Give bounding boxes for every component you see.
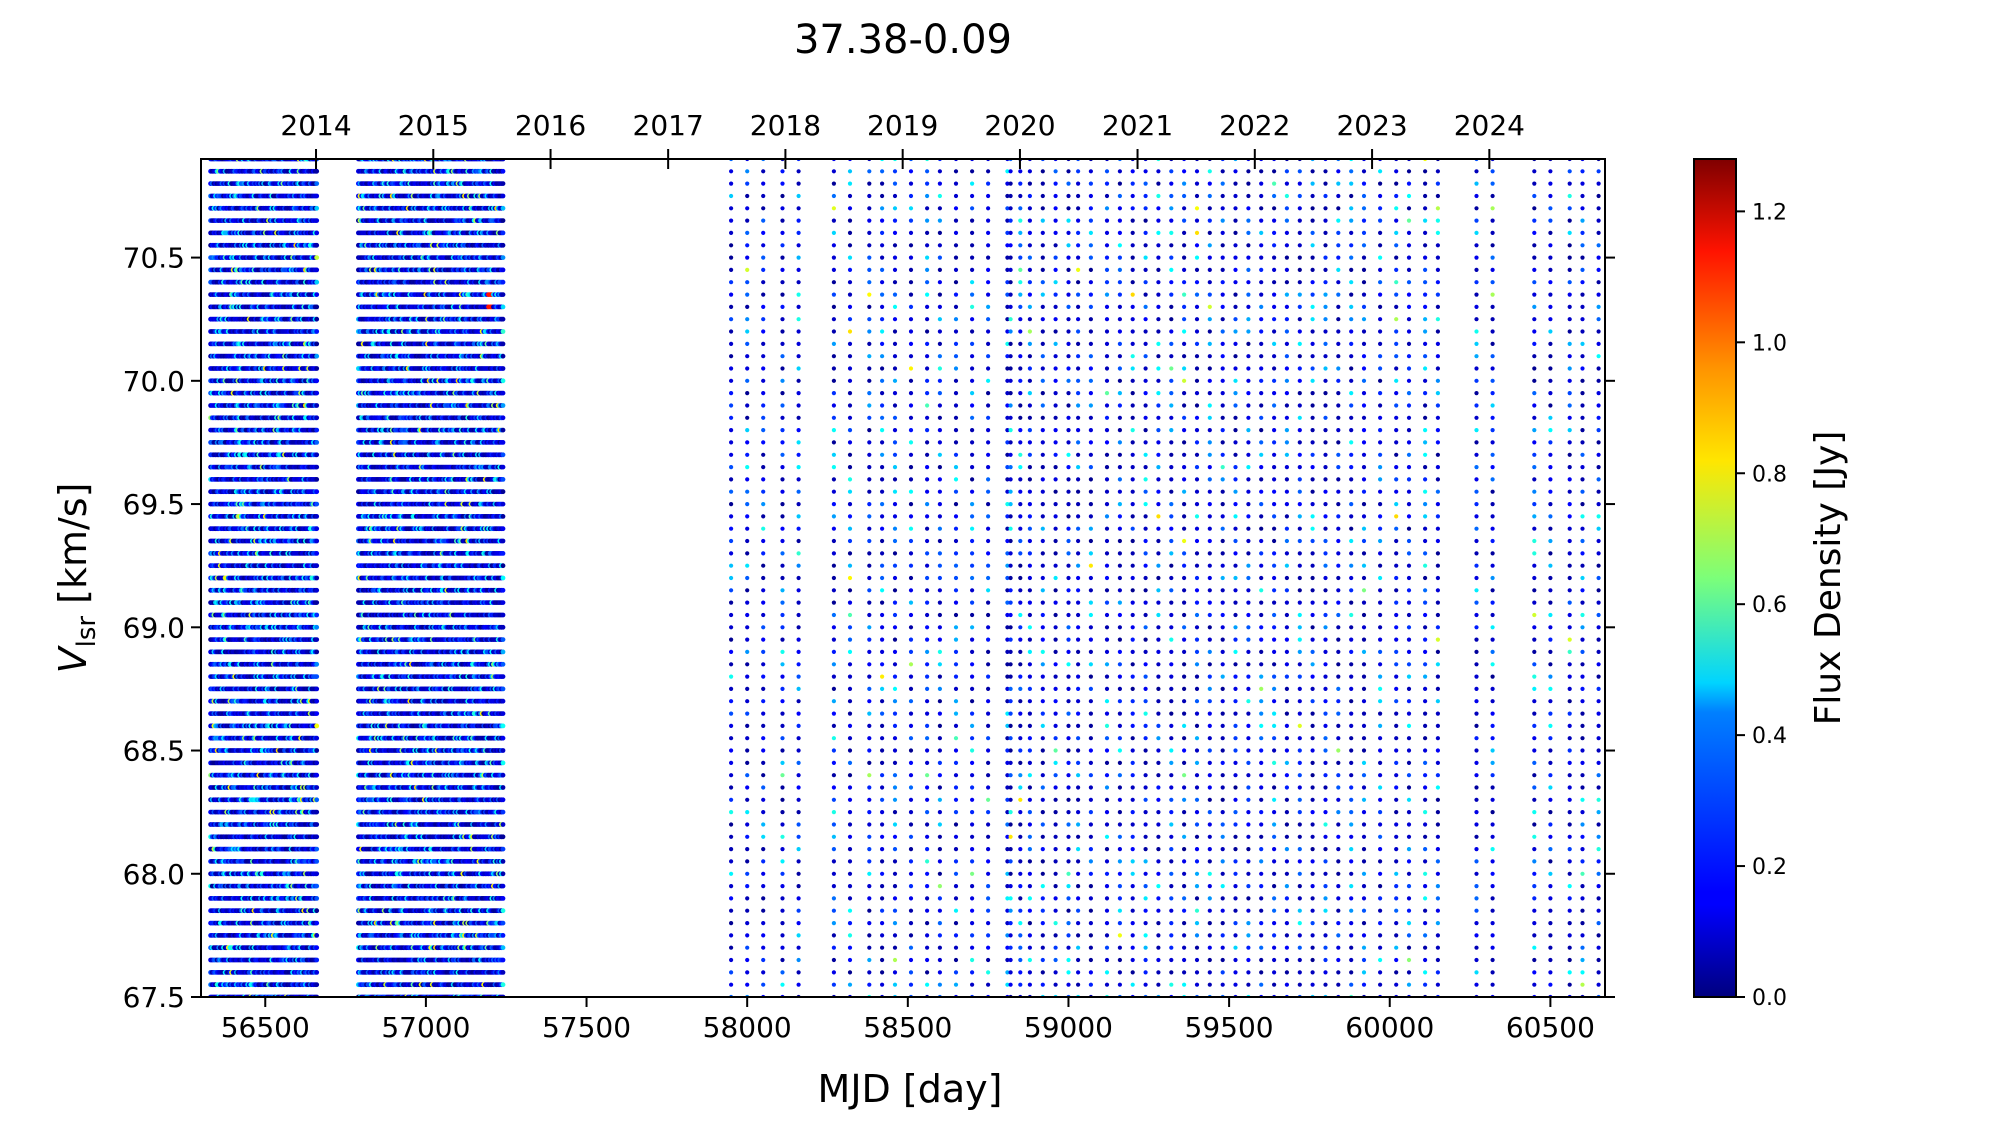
data-point (314, 785, 320, 790)
data-point (314, 415, 320, 421)
data-point (314, 193, 320, 199)
data-point (314, 279, 320, 285)
data-point (314, 859, 320, 864)
data-point (314, 711, 320, 716)
data-point (314, 933, 320, 938)
data-point (314, 218, 320, 224)
data-point (314, 797, 320, 803)
data-point (314, 834, 320, 840)
data-point (314, 674, 320, 679)
data-point (314, 982, 320, 988)
data-point (314, 624, 320, 630)
data-point (314, 649, 320, 655)
data-point (314, 205, 320, 211)
data-point (314, 809, 320, 815)
data-point (314, 464, 320, 470)
data-point (314, 563, 320, 569)
data-point (314, 316, 320, 322)
data-point (314, 760, 320, 766)
data-point (314, 822, 320, 827)
data-point (314, 501, 320, 507)
data-point (314, 230, 320, 236)
data-point (314, 427, 320, 433)
data-point (314, 637, 320, 642)
data-point (314, 957, 320, 963)
data-point (314, 748, 320, 753)
data-point (314, 341, 320, 347)
data-point (314, 181, 320, 187)
data-point (314, 908, 320, 914)
data-point (314, 390, 320, 396)
data-point (314, 723, 320, 729)
data-point (314, 526, 320, 532)
data-point (314, 267, 320, 273)
data-point (314, 772, 320, 778)
data-point (314, 242, 320, 248)
data-point (314, 871, 320, 877)
data-point (314, 920, 320, 926)
data-point (314, 477, 320, 482)
data-point (314, 735, 320, 741)
data-points (208, 159, 1601, 997)
data-point (314, 600, 320, 605)
data-point (314, 304, 320, 310)
data-point (314, 168, 320, 174)
data-point (314, 698, 320, 704)
data-point (314, 538, 320, 544)
data-point (314, 255, 320, 260)
data-point (314, 970, 320, 975)
data-point (314, 329, 320, 334)
data-point (314, 587, 320, 593)
data-point (314, 883, 320, 889)
data-point (314, 945, 320, 951)
data-point (314, 896, 320, 901)
data-point (314, 440, 320, 445)
data-point (314, 612, 320, 618)
data-point (314, 551, 320, 556)
data-point (314, 292, 320, 297)
data-point (314, 353, 320, 359)
data-point (314, 575, 320, 581)
data-point (314, 686, 320, 692)
data-point (314, 366, 320, 371)
data-point (314, 452, 320, 458)
data-point (314, 489, 320, 495)
data-point (314, 514, 320, 519)
data-point (314, 846, 320, 852)
data-point (314, 403, 320, 408)
data-point (314, 378, 320, 384)
chart-title: 37.38-0.09 (794, 17, 1012, 63)
data-point (314, 661, 320, 667)
